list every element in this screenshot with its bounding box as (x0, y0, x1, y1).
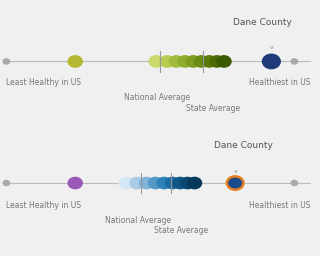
Text: v: v (269, 45, 273, 50)
Circle shape (194, 56, 208, 67)
Text: Healthiest in US: Healthiest in US (249, 78, 310, 87)
Text: Dane County: Dane County (233, 18, 292, 27)
Circle shape (148, 177, 163, 189)
Circle shape (186, 56, 200, 67)
Text: National Average: National Average (105, 216, 171, 225)
Circle shape (217, 56, 231, 67)
Text: Least Healthy in US: Least Healthy in US (6, 201, 81, 210)
Circle shape (68, 177, 82, 189)
Circle shape (3, 59, 10, 64)
Text: State Average: State Average (186, 104, 240, 113)
Circle shape (160, 56, 174, 67)
Circle shape (119, 177, 133, 189)
Text: State Average: State Average (154, 226, 208, 235)
Circle shape (68, 56, 82, 67)
Text: v: v (233, 168, 237, 174)
Circle shape (202, 56, 216, 67)
Circle shape (180, 177, 195, 189)
Circle shape (165, 177, 180, 189)
Circle shape (210, 56, 224, 67)
Circle shape (3, 180, 10, 186)
Circle shape (227, 176, 244, 190)
Text: National Average: National Average (124, 93, 190, 102)
Text: Least Healthy in US: Least Healthy in US (6, 78, 81, 87)
Circle shape (178, 56, 192, 67)
Circle shape (291, 180, 298, 186)
Circle shape (263, 55, 280, 68)
Circle shape (188, 177, 202, 189)
Circle shape (157, 177, 171, 189)
Circle shape (149, 56, 163, 67)
Text: Dane County: Dane County (214, 141, 273, 150)
Circle shape (173, 177, 187, 189)
Circle shape (140, 177, 154, 189)
Circle shape (130, 177, 144, 189)
Circle shape (169, 56, 183, 67)
Text: Healthiest in US: Healthiest in US (249, 201, 310, 210)
Circle shape (291, 59, 298, 64)
